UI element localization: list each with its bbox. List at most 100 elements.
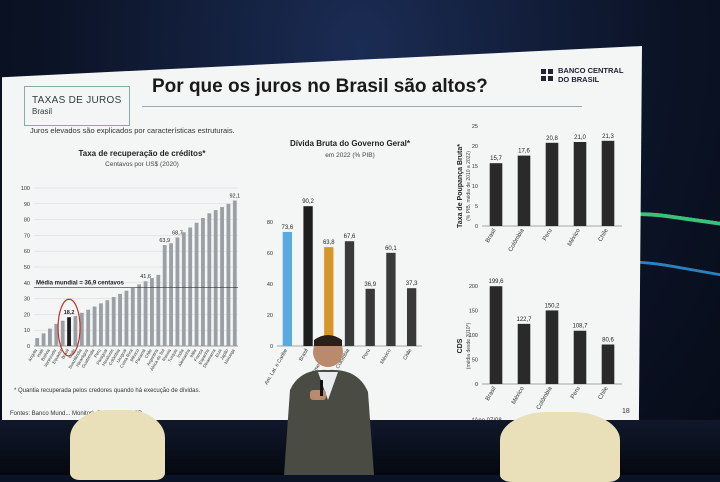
chart-subtitle: em 2022 (% PIB) bbox=[325, 152, 375, 159]
x-tick-label: Peru bbox=[361, 348, 372, 361]
chart-bar bbox=[35, 338, 40, 346]
chart-subtitle: Centavos por US$ (2020) bbox=[105, 161, 179, 168]
chart-subtitle: (% PIB, média de 2010 a 2022) bbox=[466, 151, 472, 221]
y-tick-label: 60 bbox=[24, 249, 30, 255]
chart-bar bbox=[130, 287, 135, 346]
x-tick-label: México bbox=[379, 348, 392, 365]
chart-bar bbox=[124, 290, 129, 346]
data-label: 90,2 bbox=[302, 199, 314, 205]
x-tick-label: Peru bbox=[570, 386, 582, 400]
slide-title: Por que os juros no Brasil são altos? bbox=[152, 76, 488, 97]
chart-bar bbox=[67, 317, 71, 346]
data-label: 150,2 bbox=[544, 303, 560, 309]
data-label: 36,9 bbox=[364, 282, 376, 288]
y-tick-label: 0 bbox=[475, 382, 478, 388]
data-label: 63,8 bbox=[323, 240, 335, 246]
chart-bar bbox=[92, 306, 97, 346]
chart-subtitle: (média desde 2010*) bbox=[466, 322, 472, 369]
y-tick-label: 20 bbox=[24, 312, 30, 318]
data-label: 15,7 bbox=[490, 156, 502, 162]
x-tick-label: Colômbia bbox=[508, 227, 526, 253]
chart-title: CDS bbox=[457, 338, 464, 353]
data-label: 68,7 bbox=[172, 230, 183, 236]
chart-bar bbox=[573, 330, 587, 384]
y-tick-label: 20 bbox=[472, 144, 478, 150]
chair bbox=[70, 410, 165, 480]
x-tick-label: Brasil bbox=[298, 348, 310, 362]
data-label: 108,7 bbox=[572, 324, 588, 330]
chart-bar bbox=[489, 286, 503, 384]
chart-bar bbox=[54, 323, 59, 346]
x-tick-label: Turquia bbox=[167, 347, 179, 363]
chart-bar bbox=[207, 213, 212, 346]
chart-bar bbox=[194, 222, 199, 346]
chart-bar bbox=[601, 140, 615, 226]
x-tick-label: México bbox=[129, 347, 140, 362]
chart-bar bbox=[213, 210, 218, 346]
x-tick-label: Uruguai bbox=[115, 348, 127, 364]
chart-bar bbox=[324, 247, 334, 346]
data-label: 73,6 bbox=[282, 225, 294, 231]
page-number: 18 bbox=[622, 408, 630, 415]
chart-bar bbox=[232, 200, 237, 346]
intro-text: Juros elevados são explicados por caract… bbox=[30, 126, 235, 135]
chart-bar bbox=[282, 231, 293, 346]
logo-line-2: DO BRASIL bbox=[558, 75, 600, 84]
logo-line-1: BANCO CENTRAL bbox=[558, 66, 624, 75]
y-tick-label: 90 bbox=[24, 202, 30, 208]
chart-bar bbox=[105, 300, 110, 346]
bcb-logo-icon bbox=[541, 69, 553, 81]
data-label: 67,6 bbox=[344, 234, 356, 240]
chart-bar bbox=[118, 293, 122, 346]
chart-bar bbox=[162, 245, 167, 346]
y-tick-label: 0 bbox=[475, 224, 478, 230]
chart-bar bbox=[143, 281, 148, 346]
y-tick-label: 50 bbox=[472, 358, 478, 364]
data-label: 17,6 bbox=[518, 149, 530, 155]
y-tick-label: 0 bbox=[270, 344, 273, 350]
x-tick-label: França bbox=[193, 347, 204, 362]
x-tick-label: Bolívia bbox=[40, 347, 51, 361]
data-label: 92,1 bbox=[229, 193, 240, 199]
y-tick-label: 20 bbox=[267, 313, 273, 319]
x-tick-label: Rússia bbox=[161, 347, 172, 361]
title-divider bbox=[142, 106, 582, 107]
chart-bar bbox=[111, 297, 116, 346]
speaker-hair bbox=[314, 335, 342, 346]
chart-bar bbox=[137, 284, 142, 346]
y-tick-label: 30 bbox=[24, 297, 30, 303]
data-label: 18,2 bbox=[64, 310, 75, 316]
data-label: 21,0 bbox=[574, 135, 586, 141]
data-label: 199,6 bbox=[488, 279, 504, 285]
chart-bar bbox=[517, 155, 531, 226]
speaker-jacket bbox=[284, 369, 374, 475]
x-tick-label: México bbox=[511, 385, 526, 405]
data-label: 63,9 bbox=[159, 238, 170, 244]
x-tick-label: Peru bbox=[93, 347, 102, 358]
y-tick-label: 70 bbox=[24, 233, 30, 239]
speaker-shirt bbox=[318, 372, 338, 400]
chart-bar bbox=[156, 274, 161, 346]
data-label: 37,3 bbox=[406, 281, 418, 287]
data-label: 21,3 bbox=[602, 134, 614, 140]
y-tick-label: 5 bbox=[475, 204, 478, 210]
chart-bar bbox=[188, 227, 193, 346]
x-tick-label: Colômbia bbox=[536, 385, 554, 411]
x-tick-label: Peru bbox=[542, 228, 554, 242]
data-label: 41,6 bbox=[140, 274, 151, 280]
reference-line-label: Média mundial = 36,9 centavos bbox=[36, 281, 125, 287]
section-subtitle: Brasil bbox=[32, 107, 53, 116]
y-tick-label: 10 bbox=[472, 184, 478, 190]
y-tick-label: 15 bbox=[472, 164, 478, 170]
source-note: Fontes: Banco Mund... Monitor), Bloomber… bbox=[10, 411, 144, 417]
x-tick-label: Itália bbox=[189, 347, 198, 358]
chart-bar bbox=[489, 163, 503, 226]
x-tick-label: Brasil bbox=[485, 228, 498, 244]
y-tick-label: 150 bbox=[469, 309, 478, 315]
chart-footnote: * Quantia recuperada pelos credores quan… bbox=[14, 388, 201, 394]
chart-bar bbox=[48, 328, 52, 346]
chart-bar bbox=[79, 312, 84, 346]
chart-bar bbox=[150, 278, 154, 346]
y-tick-label: 25 bbox=[472, 124, 478, 130]
y-tick-label: 200 bbox=[469, 284, 478, 290]
